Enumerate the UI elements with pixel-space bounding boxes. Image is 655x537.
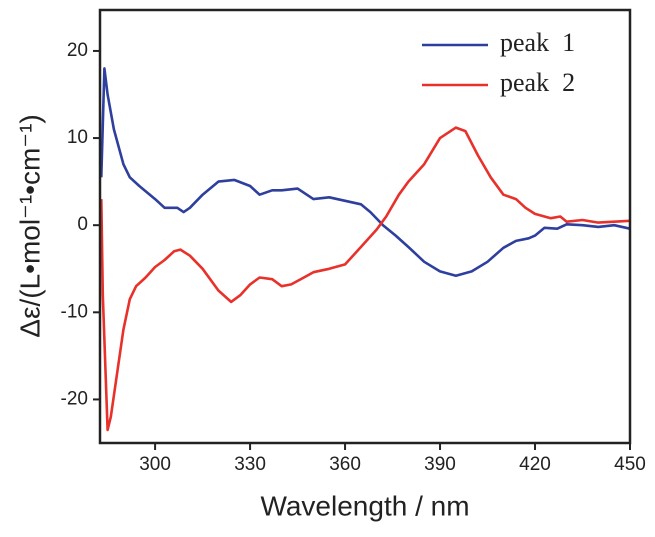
y-tick-label: -10 — [61, 301, 88, 322]
legend-label: peak 1 — [500, 28, 575, 57]
plot-frame — [98, 8, 632, 445]
x-tick-label: 390 — [424, 454, 456, 475]
x-tick-label: 450 — [614, 454, 646, 475]
x-tick-label: 300 — [139, 454, 171, 475]
y-tick-label: 20 — [67, 40, 88, 61]
x-tick-label: 330 — [234, 454, 266, 475]
legend-label: peak 2 — [500, 68, 575, 97]
y-axis-label: Δε/(L•mol⁻¹•cm⁻¹) — [14, 114, 45, 337]
series-line — [100, 67, 631, 277]
y-tick-label: 10 — [67, 127, 88, 148]
x-tick-label: 420 — [519, 454, 551, 475]
x-axis-label: Wavelength / nm — [260, 490, 469, 521]
y-tick-label: -20 — [61, 388, 88, 409]
y-tick-label: 0 — [77, 214, 88, 235]
x-tick-label: 360 — [329, 454, 361, 475]
series-line — [100, 126, 631, 432]
